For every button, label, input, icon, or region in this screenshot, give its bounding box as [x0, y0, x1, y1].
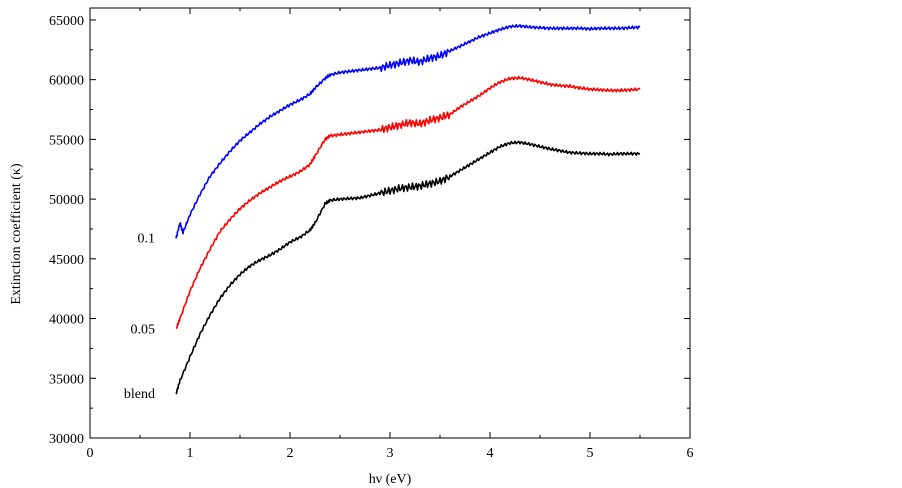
x-axis-title: hν (eV) — [369, 472, 412, 487]
series-line-blend — [175, 140, 641, 395]
x-tick-label: 6 — [687, 446, 694, 461]
x-tick-label: 1 — [187, 446, 194, 461]
series-labels: 0.1 0.05 blend — [124, 232, 155, 402]
y-axis-ticks: 30000 35000 40000 45000 50000 55000 60000 65000 — [49, 14, 690, 447]
y-tick-label: 60000 — [49, 74, 84, 89]
series-line-01 — [175, 23, 641, 239]
series-label: 0.1 — [138, 232, 156, 247]
y-tick-label: 40000 — [49, 313, 84, 328]
y-tick-label: 65000 — [49, 14, 84, 29]
x-tick-label: 5 — [587, 446, 594, 461]
series-layer — [175, 23, 641, 395]
x-axis-ticks: 0 1 2 3 4 5 6 — [87, 8, 694, 461]
x-tick-label: 3 — [387, 446, 394, 461]
y-tick-label: 30000 — [49, 432, 84, 447]
y-tick-label: 35000 — [49, 372, 84, 387]
series-line-005 — [175, 75, 641, 330]
y-axis-title: Extinction coefficient (κ) — [9, 163, 24, 305]
y-tick-label: 55000 — [49, 133, 84, 148]
x-tick-label: 2 — [287, 446, 294, 461]
series-label: 0.05 — [131, 322, 156, 337]
x-tick-label: 4 — [487, 446, 494, 461]
x-tick-label: 0 — [87, 446, 94, 461]
y-tick-label: 45000 — [49, 253, 84, 268]
y-tick-label: 50000 — [49, 193, 84, 208]
series-label: blend — [124, 387, 155, 402]
